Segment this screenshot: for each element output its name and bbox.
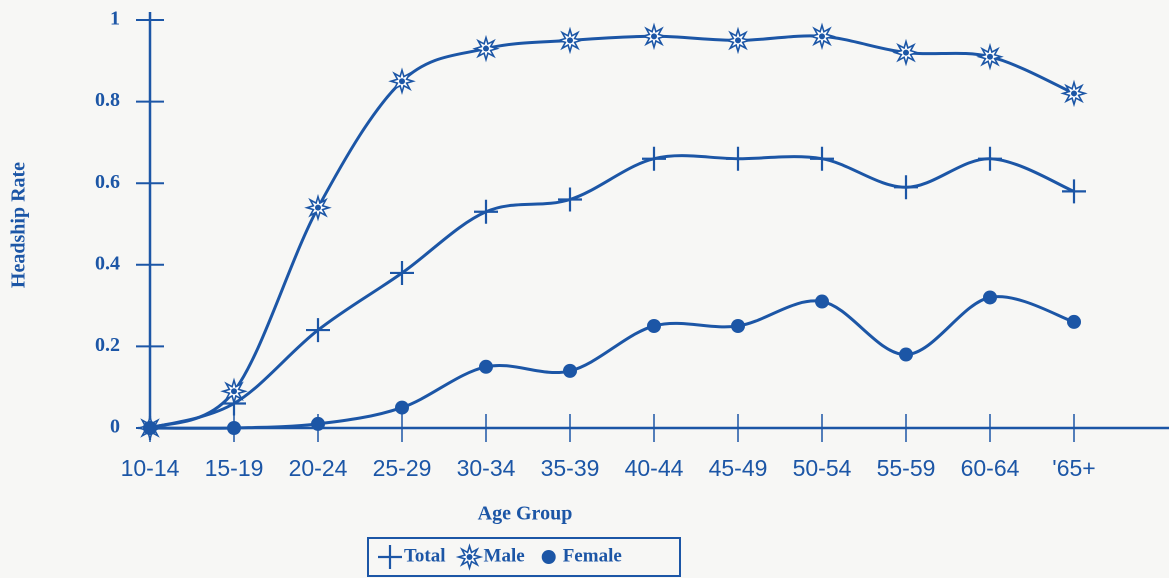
plus bbox=[1062, 179, 1086, 204]
dot bbox=[395, 400, 409, 415]
marker-plus bbox=[810, 146, 834, 171]
marker-plus bbox=[1062, 179, 1086, 204]
x-tick-label: 15-19 bbox=[205, 455, 264, 481]
marker-circle bbox=[983, 290, 997, 305]
marker-circle bbox=[395, 400, 409, 415]
marker-star bbox=[1060, 79, 1088, 108]
star-core bbox=[231, 388, 237, 395]
dot bbox=[311, 416, 325, 431]
y-tick-label: 0.6 bbox=[95, 171, 120, 193]
dot bbox=[815, 294, 829, 309]
star-core bbox=[466, 554, 473, 560]
plus bbox=[474, 199, 498, 224]
marker-star bbox=[808, 22, 836, 51]
y-tick-label: 0.8 bbox=[95, 89, 120, 111]
dot bbox=[647, 319, 661, 333]
plus bbox=[390, 260, 414, 285]
x-tick-label: 20-24 bbox=[289, 455, 348, 481]
marker-star bbox=[304, 193, 332, 222]
marker-circle bbox=[479, 359, 493, 374]
marker-star bbox=[892, 38, 920, 67]
marker-plus bbox=[558, 187, 582, 212]
marker-circle bbox=[815, 294, 829, 309]
star-core bbox=[651, 33, 657, 40]
plus bbox=[642, 146, 666, 171]
marker-circle bbox=[731, 319, 745, 333]
plus bbox=[306, 318, 330, 343]
x-tick-label: 40-44 bbox=[625, 455, 684, 481]
x-axis-label: Age Group bbox=[478, 503, 573, 525]
dot bbox=[899, 347, 913, 362]
plus bbox=[726, 146, 750, 171]
marker-circle bbox=[541, 550, 556, 564]
marker-star bbox=[724, 26, 752, 55]
marker-star bbox=[556, 26, 584, 55]
y-tick-label: 0.2 bbox=[95, 334, 120, 356]
marker-circle bbox=[227, 421, 241, 435]
star-core bbox=[903, 49, 909, 56]
x-tick-label: 60-64 bbox=[961, 455, 1020, 481]
marker-plus bbox=[378, 545, 402, 569]
marker-circle bbox=[899, 347, 913, 362]
star-core bbox=[987, 53, 993, 60]
marker-plus bbox=[894, 175, 918, 200]
star-core bbox=[399, 78, 405, 85]
marker-plus bbox=[390, 260, 414, 285]
marker-star bbox=[455, 543, 484, 571]
x-tick-label: 30-34 bbox=[457, 455, 516, 481]
dot bbox=[731, 319, 745, 333]
dot bbox=[227, 421, 241, 435]
plus bbox=[978, 146, 1002, 171]
star-core bbox=[819, 33, 825, 40]
x-tick-label: 10-14 bbox=[121, 455, 180, 481]
x-tick-label: 35-39 bbox=[541, 455, 600, 481]
marker-circle bbox=[647, 319, 661, 333]
dot bbox=[143, 421, 157, 435]
marker-circle bbox=[1067, 314, 1081, 329]
marker-star bbox=[220, 377, 248, 406]
marker-plus bbox=[642, 146, 666, 171]
marker-circle bbox=[311, 416, 325, 431]
star-core bbox=[735, 37, 741, 44]
legend-label: Total bbox=[404, 545, 446, 566]
star-core bbox=[483, 45, 489, 52]
x-tick-label: 25-29 bbox=[373, 455, 432, 481]
legend-label: Female bbox=[563, 545, 622, 566]
legend-box bbox=[367, 537, 681, 577]
star-core bbox=[567, 37, 573, 44]
marker-plus bbox=[306, 318, 330, 343]
marker-circle bbox=[143, 421, 157, 435]
y-axis-label: Headship Rate bbox=[8, 162, 30, 288]
x-tick-label: '65+ bbox=[1052, 455, 1095, 481]
marker-star bbox=[388, 67, 416, 96]
x-tick-label: 45-49 bbox=[709, 455, 768, 481]
plus bbox=[810, 146, 834, 171]
dot bbox=[479, 359, 493, 374]
marker-circle bbox=[563, 363, 577, 378]
y-tick-label: 1 bbox=[110, 8, 120, 30]
dot bbox=[983, 290, 997, 305]
x-tick-label: 50-54 bbox=[793, 455, 852, 481]
plus bbox=[894, 175, 918, 200]
dot bbox=[541, 550, 556, 564]
marker-star bbox=[472, 34, 500, 63]
marker-plus bbox=[726, 146, 750, 171]
marker-plus bbox=[978, 146, 1002, 171]
y-tick-label: 0.4 bbox=[95, 252, 120, 274]
legend-label: Male bbox=[484, 545, 525, 566]
dot bbox=[1067, 314, 1081, 329]
star-core bbox=[1071, 90, 1077, 97]
y-tick-label: 0 bbox=[110, 416, 120, 438]
dot bbox=[563, 363, 577, 378]
marker-plus bbox=[474, 199, 498, 224]
x-tick-label: 55-59 bbox=[877, 455, 936, 481]
marker-star bbox=[976, 42, 1004, 71]
star-core bbox=[315, 204, 321, 211]
marker-star bbox=[640, 22, 668, 51]
plus bbox=[558, 187, 582, 212]
plus bbox=[378, 545, 402, 569]
